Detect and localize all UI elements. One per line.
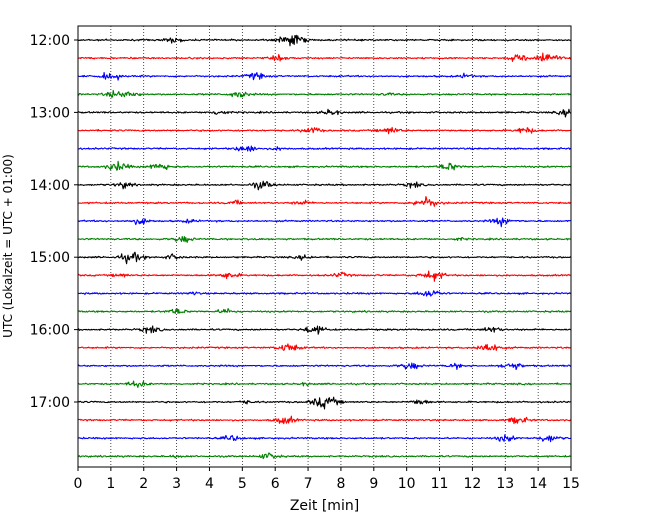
- x-tick-label-0: 0: [74, 476, 83, 492]
- trace-4: [77, 89, 572, 98]
- trace-1: [77, 34, 572, 47]
- trace-12: [77, 235, 572, 243]
- trace-9: [77, 180, 572, 191]
- trace-16: [77, 308, 572, 314]
- plot-frame: [77, 25, 572, 468]
- y-tick-label-15:00: 15:00: [30, 250, 70, 266]
- x-tick-label-3: 3: [172, 476, 181, 492]
- x-tick-label-5: 5: [238, 476, 247, 492]
- y-tick-label-17:00: 17:00: [30, 395, 70, 411]
- x-tick-label-2: 2: [139, 476, 148, 492]
- x-tick-label-12: 12: [463, 476, 481, 492]
- trace-20: [77, 380, 572, 388]
- trace-10: [77, 196, 572, 207]
- x-tick-label-7: 7: [304, 476, 313, 492]
- trace-6: [77, 126, 571, 135]
- trace-23: [77, 434, 572, 443]
- x-tick-label-6: 6: [271, 476, 280, 492]
- y-tick-label-14:00: 14:00: [30, 178, 70, 194]
- x-tick-label-4: 4: [205, 476, 214, 492]
- x-axis-ticks: 0 1 2 3 4 5 6 7 8 9 10 11 12 13 14 15: [74, 467, 580, 492]
- x-tick-label-10: 10: [398, 476, 416, 492]
- x-tick-label-8: 8: [336, 476, 345, 492]
- trace-14: [77, 270, 572, 282]
- trace-19: [77, 362, 572, 371]
- y-tick-label-13:00: 13:00: [30, 105, 70, 121]
- y-tick-label-16:00: 16:00: [30, 323, 70, 339]
- x-axis-label: Zeit [min]: [290, 498, 359, 514]
- trace-7: [78, 145, 572, 152]
- trace-21: [77, 396, 572, 410]
- trace-3: [77, 71, 572, 81]
- x-tick-label-13: 13: [496, 476, 514, 492]
- trace-15: [77, 290, 572, 297]
- trace-17: [77, 325, 572, 335]
- y-axis-label: UTC (Lokalzeit = UTC + 01:00): [1, 154, 15, 338]
- x-tick-label-9: 9: [369, 476, 378, 492]
- trace-5: [77, 108, 572, 118]
- x-tick-label-11: 11: [431, 476, 449, 492]
- trace-13: [77, 251, 572, 265]
- trace-18: [77, 343, 572, 351]
- x-tick-label-1: 1: [106, 476, 115, 492]
- x-tick-label-14: 14: [529, 476, 547, 492]
- trace-22: [77, 415, 572, 425]
- traces: [77, 34, 572, 460]
- trace-8: [77, 160, 572, 171]
- trace-11: [77, 217, 572, 228]
- y-tick-label-12:00: 12:00: [30, 33, 70, 49]
- trace-24: [77, 452, 572, 460]
- y-axis-ticks: 12:00 13:00 14:00 15:00 16:00 17:00: [30, 33, 78, 411]
- x-tick-label-15: 15: [562, 476, 580, 492]
- trace-2: [77, 52, 572, 62]
